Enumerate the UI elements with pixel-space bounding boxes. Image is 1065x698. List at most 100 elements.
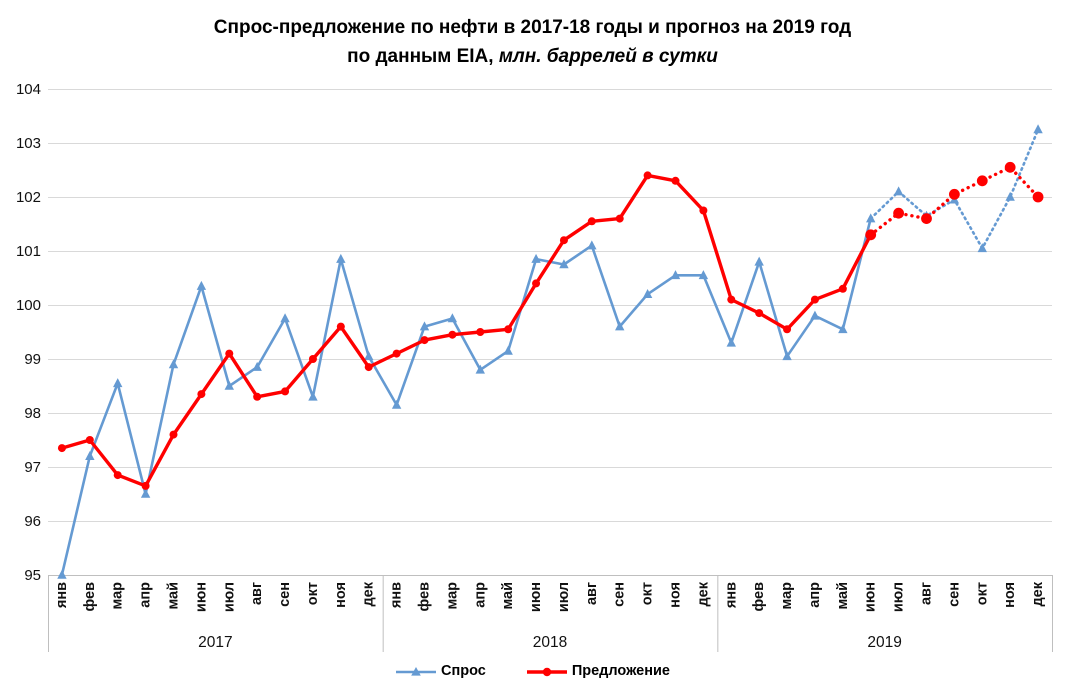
supply-marker bbox=[420, 336, 429, 345]
x-month-label: сен bbox=[946, 582, 962, 607]
demand-line-forecast-dotted bbox=[869, 128, 1040, 250]
demand-legend-triangle-icon bbox=[411, 666, 421, 676]
supply-marker bbox=[671, 176, 680, 185]
supply-marker bbox=[727, 295, 736, 304]
demand-marker bbox=[559, 259, 569, 269]
x-month-label: мар bbox=[779, 582, 795, 610]
supply-marker bbox=[559, 236, 568, 245]
x-year-label: 2019 bbox=[867, 634, 901, 651]
demand-marker bbox=[977, 243, 987, 253]
x-month-label: май bbox=[500, 582, 516, 610]
x-month-label: окт bbox=[974, 582, 990, 605]
supply-legend-swatch-icon bbox=[526, 667, 567, 676]
y-tick-label: 101 bbox=[16, 243, 41, 260]
demand-marker bbox=[531, 253, 541, 263]
legend-label-supply: Предложение bbox=[571, 663, 670, 679]
x-month-label: фев bbox=[417, 582, 433, 612]
supply-marker bbox=[755, 309, 764, 318]
supply-marker bbox=[476, 328, 485, 336]
y-tick-label: 97 bbox=[24, 459, 41, 476]
supply-marker bbox=[783, 325, 792, 334]
demand-marker bbox=[893, 186, 904, 196]
x-month-label: янв bbox=[723, 582, 739, 608]
demand-marker bbox=[726, 337, 736, 347]
demand-marker bbox=[1033, 124, 1043, 134]
legend: Спрос Предложение bbox=[0, 659, 1065, 683]
supply-marker bbox=[308, 355, 317, 363]
supply-marker bbox=[893, 207, 905, 219]
demand-marker bbox=[391, 399, 402, 409]
demand-marker bbox=[419, 321, 430, 331]
x-month-label: авг bbox=[584, 582, 600, 605]
supply-marker bbox=[113, 471, 122, 480]
demand-marker bbox=[224, 380, 234, 390]
x-month-label: окт bbox=[640, 582, 656, 605]
demand-marker bbox=[866, 213, 876, 223]
supply-marker bbox=[810, 295, 819, 304]
y-tick-label: 102 bbox=[16, 189, 41, 206]
x-month-label: фев bbox=[82, 582, 98, 612]
demand-marker bbox=[196, 280, 207, 290]
y-tick-label: 98 bbox=[24, 405, 41, 422]
supply-marker bbox=[197, 390, 206, 399]
x-month-label: мар bbox=[110, 582, 126, 610]
x-month-label: июл bbox=[891, 582, 907, 612]
demand-marker bbox=[503, 345, 513, 355]
y-tick-label: 96 bbox=[24, 513, 41, 530]
supply-legend-circle-icon bbox=[542, 667, 552, 676]
x-month-label: янв bbox=[54, 582, 70, 608]
demand-marker bbox=[754, 256, 764, 266]
y-tick-label: 104 bbox=[16, 81, 41, 98]
supply-marker bbox=[364, 363, 373, 372]
x-month-label: сен bbox=[277, 582, 293, 607]
supply-marker bbox=[1032, 191, 1044, 203]
demand-marker bbox=[642, 289, 653, 298]
supply-marker bbox=[253, 392, 262, 401]
x-month-label: июл bbox=[556, 582, 572, 612]
supply-marker bbox=[336, 322, 345, 331]
x-month-label: июл bbox=[221, 582, 237, 612]
x-month-label: июн bbox=[528, 582, 544, 612]
chart-title-line2-bold: по данным EIA, bbox=[347, 46, 494, 67]
supply-marker bbox=[643, 171, 652, 180]
demand-marker bbox=[113, 378, 123, 388]
x-month-label: ноя bbox=[333, 582, 349, 608]
demand-marker bbox=[838, 324, 848, 334]
demand-legend-swatch-icon bbox=[396, 666, 437, 676]
x-month-label: авг bbox=[249, 582, 265, 605]
x-month-label: дек bbox=[1030, 581, 1046, 606]
supply-marker bbox=[392, 349, 401, 358]
x-month-label: апр bbox=[472, 582, 488, 608]
demand-marker bbox=[810, 310, 820, 320]
supply-marker bbox=[448, 330, 457, 339]
y-tick-label: 100 bbox=[16, 297, 41, 314]
supply-marker bbox=[504, 325, 513, 334]
x-month-label: апр bbox=[807, 582, 823, 608]
supply-marker bbox=[532, 279, 541, 288]
supply-marker bbox=[141, 481, 150, 490]
supply-marker bbox=[281, 387, 290, 396]
chart-title-line2: по данным EIA, млн. баррелей в сутки bbox=[0, 42, 1065, 71]
y-tick-label: 99 bbox=[24, 351, 41, 368]
demand-marker bbox=[364, 351, 374, 361]
x-year-label: 2017 bbox=[198, 634, 232, 651]
x-month-label: июн bbox=[193, 582, 209, 612]
legend-item-supply: Предложение bbox=[526, 663, 670, 679]
demand-marker bbox=[280, 313, 290, 323]
demand-marker bbox=[782, 351, 792, 361]
supply-marker bbox=[921, 213, 932, 225]
demand-marker bbox=[615, 321, 625, 331]
supply-marker bbox=[1004, 161, 1016, 173]
x-month-label: май bbox=[166, 582, 182, 610]
chart-title-line2-italic: млн. баррелей в сутки bbox=[493, 46, 718, 67]
supply-marker bbox=[976, 175, 988, 187]
supply-marker bbox=[57, 444, 66, 453]
supply-line-solid bbox=[61, 173, 873, 488]
x-month-label: июн bbox=[863, 582, 879, 612]
demand-marker bbox=[698, 270, 709, 280]
x-month-label: дек bbox=[361, 581, 377, 606]
chart-title-line1: Спрос-предложение по нефти в 2017-18 год… bbox=[213, 17, 852, 38]
x-month-label: ноя bbox=[1002, 582, 1018, 608]
